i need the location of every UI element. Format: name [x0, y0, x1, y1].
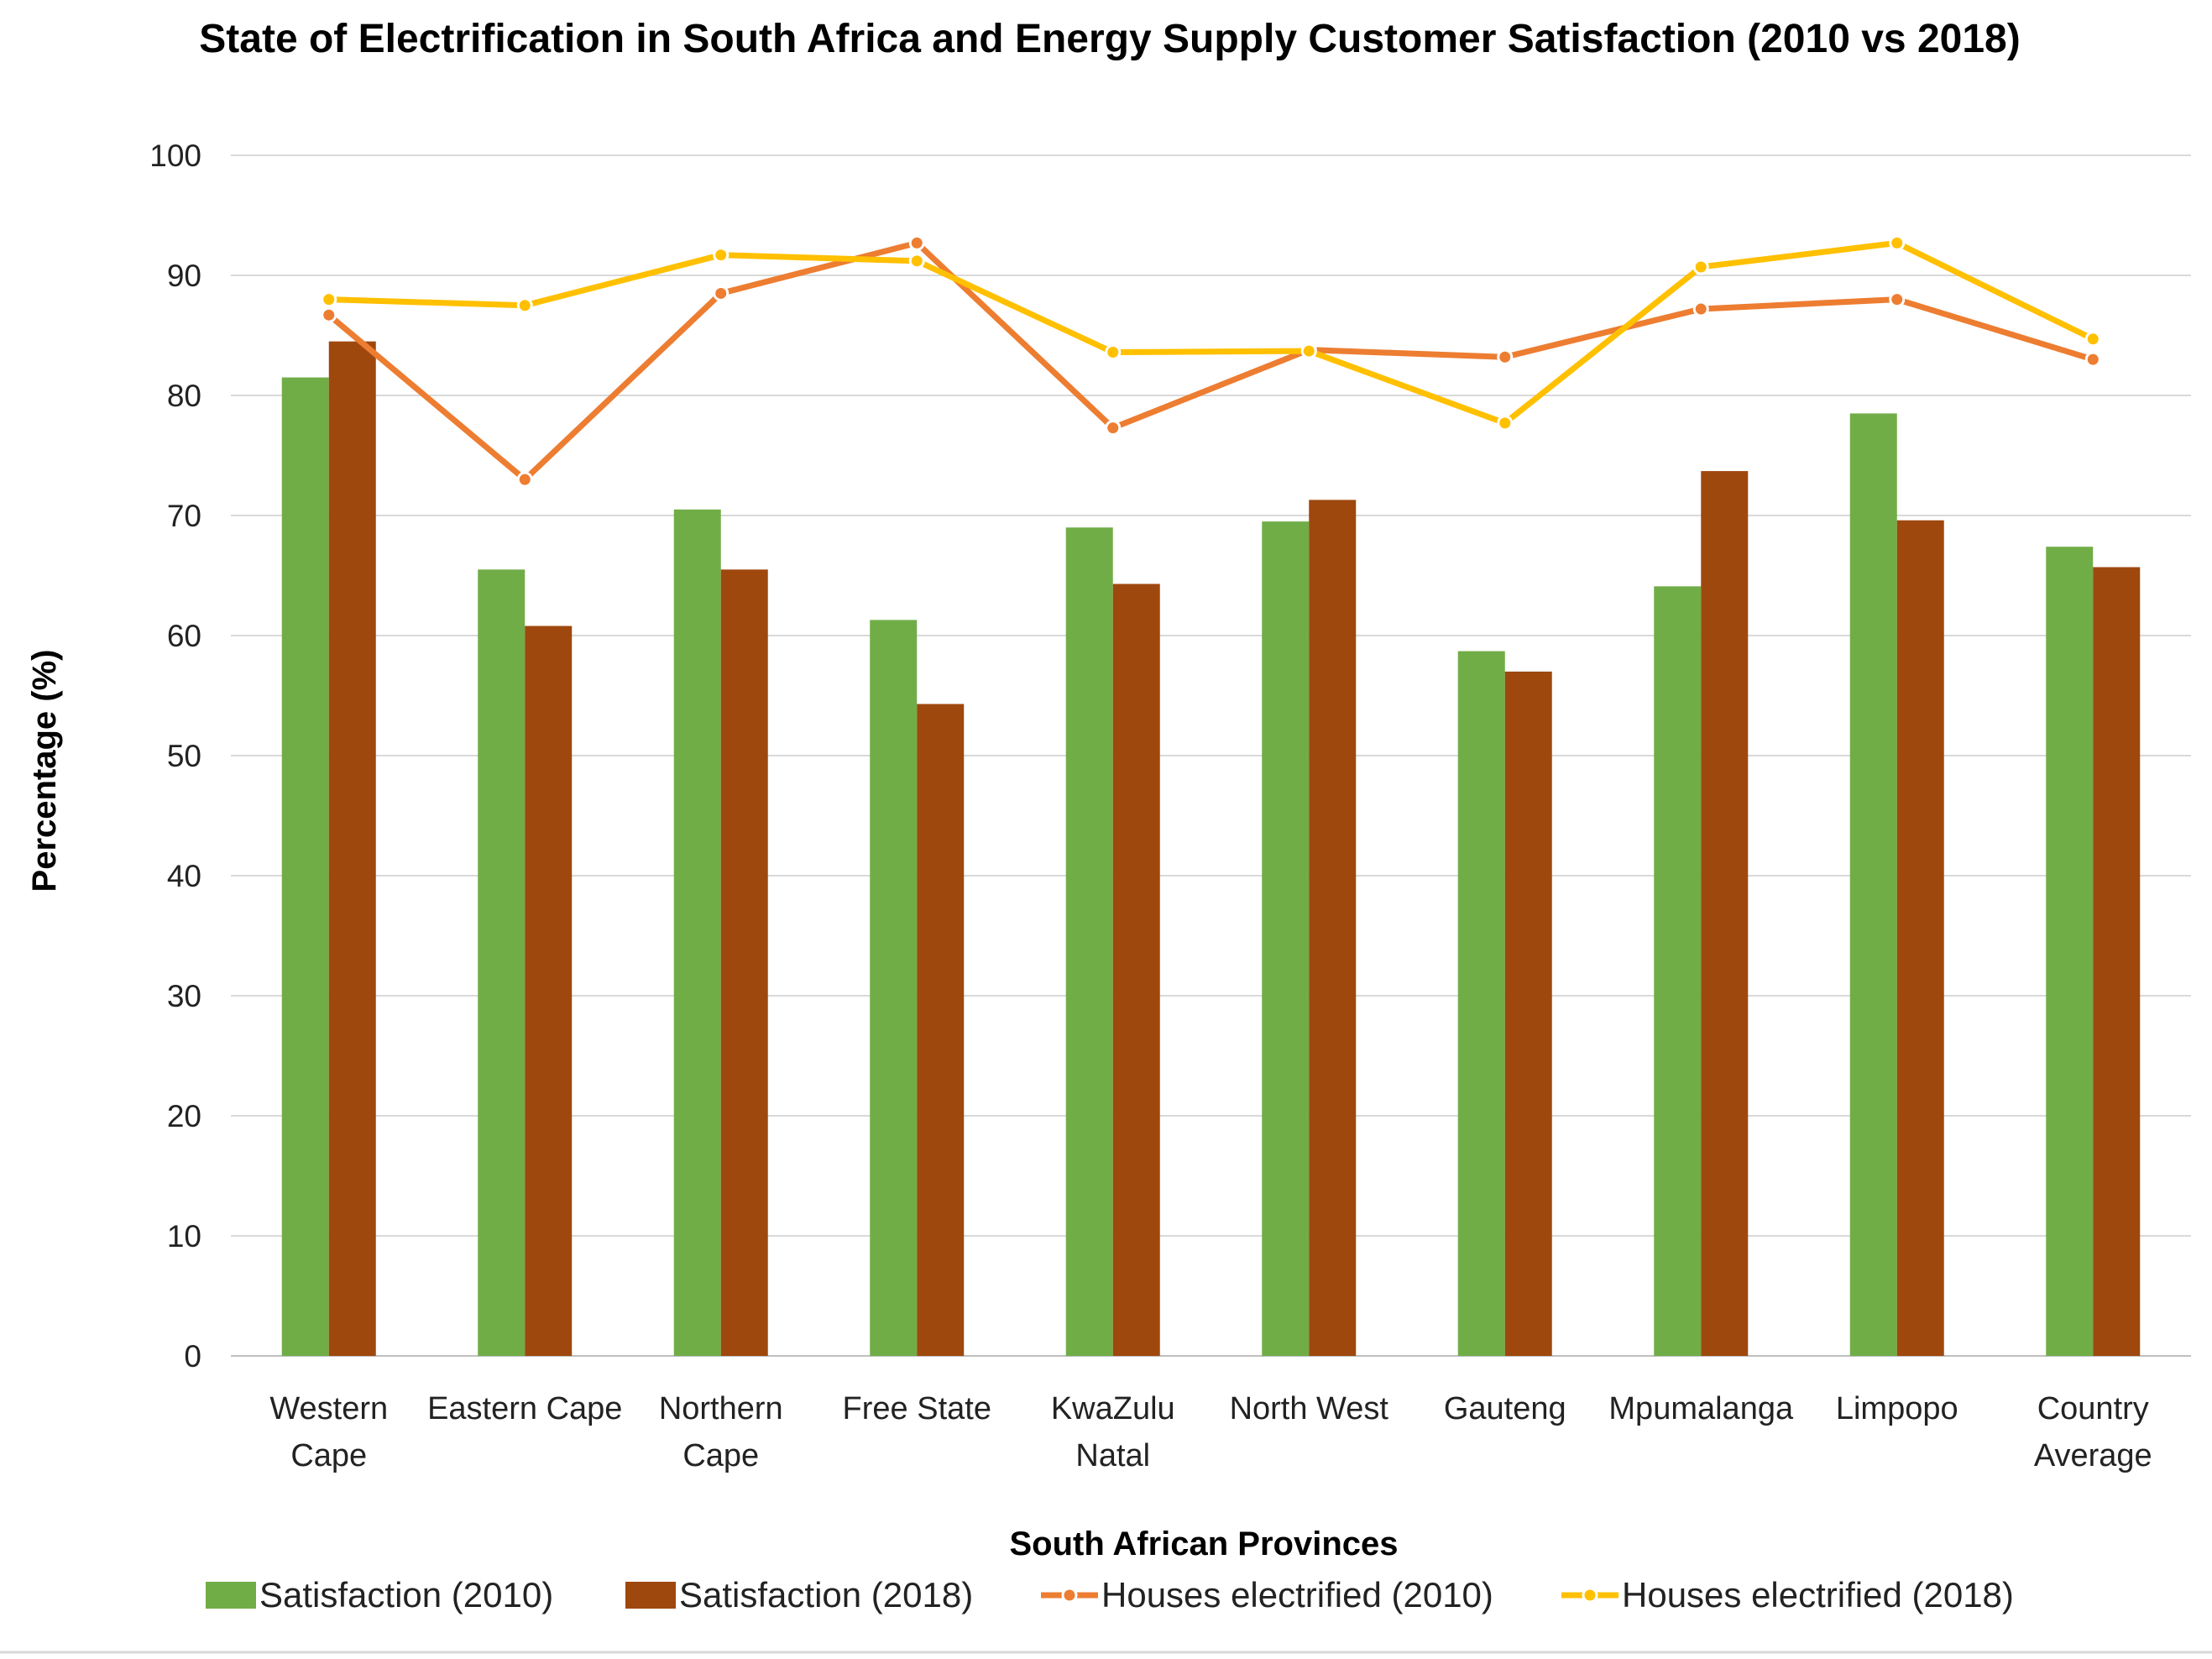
legend-label-satisfaction-2018: Satisfaction (2018)	[679, 1575, 973, 1615]
y-axis-ticks: 0 10 20 30 40 50 60 70 80 90 100	[149, 139, 201, 1374]
legend-swatch-satisfaction-2018	[625, 1582, 676, 1609]
legend-label-houses-electrified-2018: Houses electrified (2018)	[1622, 1575, 2014, 1615]
point-houses-electrified-2018-1	[516, 297, 533, 314]
point-houses-electrified-2018-5	[1300, 343, 1317, 359]
point-houses-electrified-2010-1	[516, 471, 533, 488]
bar-satisfaction-2010-0	[281, 377, 329, 1356]
y-tick-label-90: 90	[167, 259, 201, 293]
x-category-label-9: Country Average	[2034, 1391, 2152, 1473]
point-houses-electrified-2018-0	[321, 291, 337, 308]
x-category-label-5: North West	[1230, 1391, 1389, 1426]
point-houses-electrified-2018-9	[2084, 331, 2101, 348]
legend-marker-houses-electrified-2018	[1582, 1587, 1598, 1604]
point-houses-electrified-2018-3	[908, 253, 925, 270]
legend-marker-houses-electrified-2010	[1061, 1587, 1078, 1604]
point-houses-electrified-2018-6	[1497, 415, 1514, 432]
y-tick-label-10: 10	[167, 1219, 201, 1253]
legend-label-satisfaction-2010: Satisfaction (2010)	[259, 1575, 553, 1615]
y-tick-label-70: 70	[167, 499, 201, 533]
series-lines	[321, 234, 2101, 488]
bar-satisfaction-2018-0	[328, 341, 376, 1356]
bar-satisfaction-2010-4	[1065, 527, 1113, 1356]
bar-satisfaction-2018-7	[1701, 471, 1749, 1356]
y-tick-label-20: 20	[167, 1099, 201, 1133]
bar-satisfaction-2018-9	[2093, 567, 2141, 1356]
point-houses-electrified-2018-8	[1889, 234, 1906, 251]
bar-satisfaction-2018-8	[1896, 520, 1944, 1356]
x-category-label-8: Limpopo	[1836, 1391, 1958, 1426]
bar-satisfaction-2010-1	[478, 569, 526, 1356]
point-houses-electrified-2018-7	[1692, 259, 1709, 275]
point-houses-electrified-2010-6	[1497, 348, 1514, 365]
point-houses-electrified-2010-2	[713, 285, 729, 301]
point-houses-electrified-2010-3	[908, 234, 925, 251]
point-houses-electrified-2010-9	[2084, 351, 2101, 368]
x-category-label-7: Mpumalanga	[1608, 1391, 1794, 1426]
y-tick-label-0: 0	[184, 1339, 201, 1374]
bar-satisfaction-2010-3	[870, 620, 918, 1356]
point-houses-electrified-2018-2	[713, 247, 729, 264]
bar-satisfaction-2010-2	[673, 509, 721, 1356]
bars	[281, 341, 2141, 1357]
x-axis-categories: Western Cape Eastern Cape Northern Cape Free …	[269, 1391, 2152, 1473]
x-category-label-2: Northern Cape	[659, 1391, 783, 1473]
point-houses-electrified-2010-0	[321, 306, 337, 323]
line-houses-electrified-2018	[326, 239, 2096, 427]
legend: Satisfaction (2010) Satisfaction (2018) Ho…	[206, 1575, 2014, 1615]
y-axis-title: Percentage (%)	[26, 650, 63, 892]
y-tick-label-30: 30	[167, 979, 201, 1013]
x-axis-title: South African Provinces	[1009, 1526, 1398, 1562]
x-category-label-4: KwaZulu Natal	[1051, 1391, 1175, 1473]
bar-satisfaction-2018-3	[917, 704, 965, 1356]
y-tick-label-60: 60	[167, 619, 201, 653]
bar-satisfaction-2018-4	[1112, 584, 1160, 1356]
bar-satisfaction-2010-5	[1262, 521, 1310, 1356]
x-category-label-6: Gauteng	[1444, 1391, 1566, 1426]
x-category-label-0: Western Cape	[269, 1391, 388, 1473]
bar-satisfaction-2010-6	[1457, 651, 1505, 1356]
chart-title: State of Electrification in South Africa…	[199, 17, 2020, 61]
bar-satisfaction-2010-7	[1654, 586, 1702, 1356]
bar-satisfaction-2010-9	[2046, 547, 2094, 1356]
bar-satisfaction-2018-1	[525, 625, 573, 1356]
line-houses-electrified-2010	[326, 239, 2096, 483]
point-houses-electrified-2010-4	[1105, 420, 1122, 437]
y-tick-label-80: 80	[167, 379, 201, 413]
bar-satisfaction-2010-8	[1849, 413, 1897, 1357]
point-houses-electrified-2010-8	[1889, 291, 1906, 308]
legend-label-houses-electrified-2010: Houses electrified (2010)	[1101, 1575, 1493, 1615]
point-houses-electrified-2010-7	[1692, 301, 1709, 317]
y-tick-label-50: 50	[167, 739, 201, 773]
bar-satisfaction-2018-6	[1504, 671, 1552, 1356]
x-category-label-1: Eastern Cape	[427, 1391, 622, 1426]
bar-satisfaction-2018-2	[720, 569, 768, 1356]
point-houses-electrified-2018-4	[1105, 344, 1122, 361]
y-tick-label-40: 40	[167, 859, 201, 893]
y-tick-label-100: 100	[149, 139, 201, 173]
bar-satisfaction-2018-5	[1309, 500, 1357, 1356]
x-category-label-3: Free State	[843, 1391, 991, 1426]
legend-swatch-satisfaction-2010	[206, 1582, 256, 1609]
